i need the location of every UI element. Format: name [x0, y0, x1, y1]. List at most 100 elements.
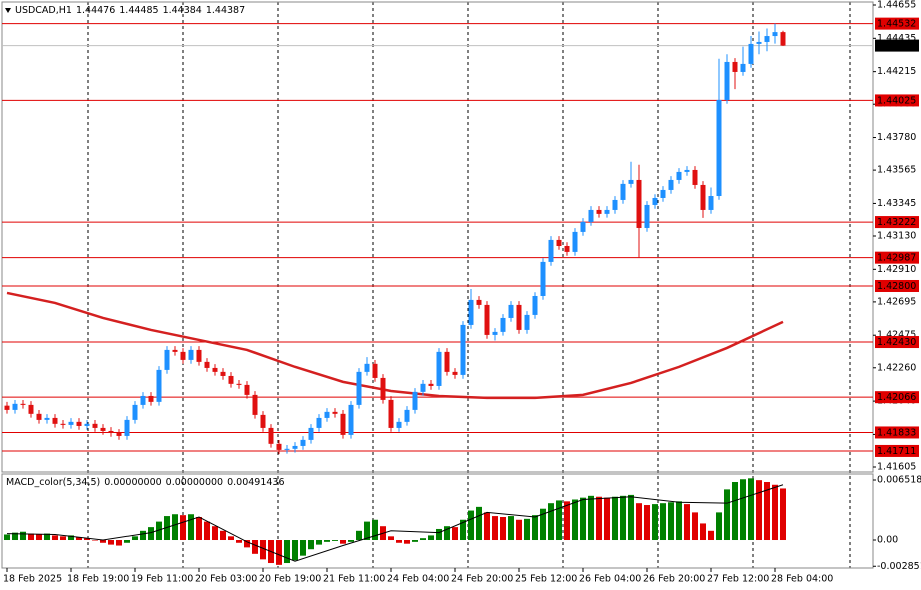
candle-body [196, 349, 202, 362]
y-tick-label: 0.0065183 [877, 474, 921, 485]
y-tick-label: 0.00 [877, 535, 898, 546]
macd-bar [252, 540, 258, 554]
candle-body [28, 404, 34, 414]
candle-body [556, 239, 562, 246]
header-close: 1.44387 [206, 5, 245, 16]
macd-bar [748, 478, 754, 541]
candle-body [540, 261, 546, 296]
candle-body [12, 403, 18, 410]
macd-bar [260, 540, 266, 560]
candle-body [260, 414, 266, 428]
level-label: 1.41833 [877, 427, 916, 438]
y-tick-label: 1.42260 [877, 362, 916, 373]
candle-body [348, 404, 354, 435]
level-label: 1.43222 [877, 217, 916, 228]
level-label-box [875, 216, 919, 229]
y-tick-label: 1.44435 [877, 33, 916, 44]
period-separators [87, 2, 851, 568]
macd-bar [636, 503, 642, 541]
macd-bar [540, 508, 546, 541]
candle-body [748, 43, 754, 64]
candle-body [564, 245, 570, 252]
macd-bar [756, 480, 762, 541]
candle-body [740, 63, 746, 72]
macd-bar [316, 540, 322, 545]
level-label: 1.42066 [877, 392, 916, 403]
macd-bar [556, 500, 562, 541]
indicator-value: 0.00000000 [104, 477, 161, 488]
macd-bar [644, 505, 650, 541]
candle-body [252, 394, 258, 415]
macd-bar [156, 521, 162, 541]
candle-body [84, 423, 90, 426]
candle-body [372, 363, 378, 378]
macd-bar [588, 495, 594, 541]
macd-bar [140, 530, 146, 541]
x-tick-label: 21 Feb 11:00 [323, 574, 385, 585]
candle-body [636, 179, 642, 228]
macd-bar [396, 540, 402, 543]
candle-body [772, 32, 778, 37]
macd-bar [676, 501, 682, 541]
macd-bar [228, 536, 234, 541]
candle-body [388, 399, 394, 428]
candle-body [588, 209, 594, 222]
macd-bar [356, 530, 362, 541]
candle-body [524, 314, 530, 330]
candle-body [404, 409, 410, 422]
candle-body [668, 179, 674, 190]
macd-bar [180, 515, 186, 541]
macd-bar [620, 495, 626, 541]
macd-bar [724, 489, 730, 541]
level-label: 1.42987 [877, 253, 916, 264]
macd-bar [452, 527, 458, 541]
level-label: 1.44025 [877, 95, 916, 106]
macd-bar [20, 531, 26, 541]
macd-bar [388, 536, 394, 541]
macd-bar [604, 497, 610, 541]
candle-body [124, 419, 130, 436]
candle-body [148, 395, 154, 402]
macd-bar [684, 504, 690, 541]
macd-bar [44, 533, 50, 541]
candle-body [20, 403, 26, 405]
macd-bar [420, 538, 426, 541]
candle-body [652, 197, 658, 205]
macd-bar [692, 512, 698, 541]
macd-bar [628, 494, 634, 541]
candle-body [532, 295, 538, 315]
x-tick-label: 20 Feb 19:00 [259, 574, 321, 585]
candle-body [332, 411, 338, 414]
macd-bar [308, 540, 314, 550]
menu-triangle[interactable] [5, 8, 11, 13]
macd-bar [148, 527, 154, 541]
candle-body [172, 349, 178, 352]
candle-body [428, 383, 434, 386]
candle-body [620, 183, 626, 200]
candle-body [108, 430, 114, 433]
candle-body [612, 199, 618, 210]
y-tick-label: 1.42695 [877, 296, 916, 307]
macd-bar [716, 512, 722, 541]
signal-line [6, 484, 784, 562]
x-tick-label: 18 Feb 19:00 [67, 574, 129, 585]
macd-bar [668, 502, 674, 541]
candle-body [220, 371, 226, 376]
macd-bar [532, 515, 538, 541]
macd-bar [276, 540, 282, 565]
x-tick-label: 28 Feb 04:00 [771, 574, 833, 585]
macd-bar [700, 523, 706, 541]
macd-bar [124, 540, 130, 543]
y-tick-label: 1.43130 [877, 231, 916, 242]
macd-bar [580, 497, 586, 541]
x-tick-label: 24 Feb 04:00 [387, 574, 449, 585]
macd-bar [652, 504, 658, 541]
candle-body [140, 395, 146, 405]
macd-bar [404, 540, 410, 544]
candle-body [548, 239, 554, 262]
macd-bar [196, 516, 202, 541]
x-tick-label: 25 Feb 12:00 [515, 574, 577, 585]
level-label: 1.42800 [877, 281, 916, 292]
